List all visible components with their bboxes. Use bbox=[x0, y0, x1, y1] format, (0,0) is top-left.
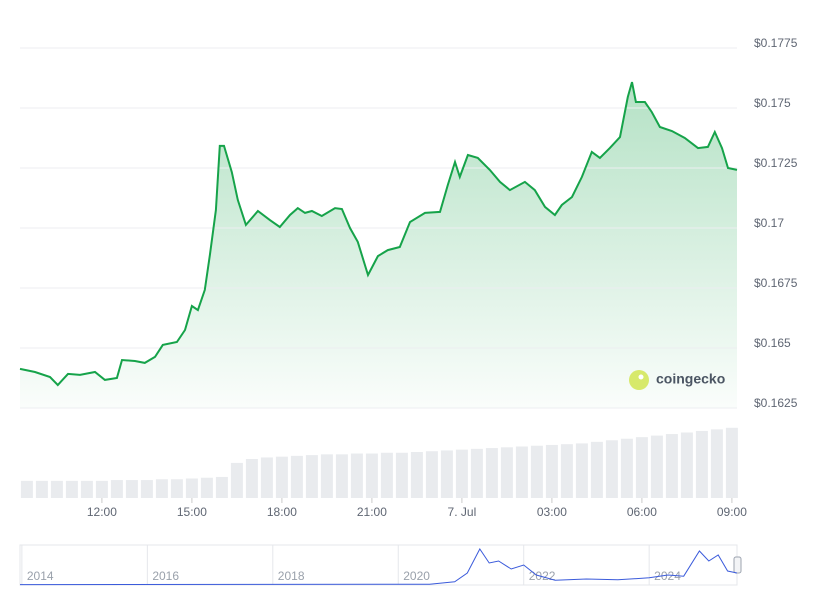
x-tick-label: 7. Jul bbox=[448, 505, 477, 519]
volume-bar bbox=[275, 456, 288, 498]
volume-bar bbox=[110, 480, 123, 498]
volume-bar bbox=[530, 445, 543, 498]
y-tick-label: $0.1775 bbox=[754, 36, 798, 50]
y-tick-label: $0.1625 bbox=[754, 396, 798, 410]
volume-bar bbox=[725, 427, 738, 498]
navigator-tick-label: 2014 bbox=[27, 569, 54, 583]
y-tick-label: $0.17 bbox=[754, 216, 784, 230]
volume-bar bbox=[575, 443, 588, 498]
x-tick-label: 15:00 bbox=[177, 505, 207, 519]
watermark: coingecko bbox=[629, 370, 725, 390]
x-tick-label: 06:00 bbox=[627, 505, 657, 519]
volume-bar bbox=[695, 430, 708, 498]
volume-bar bbox=[665, 434, 678, 498]
volume-bar bbox=[680, 432, 693, 498]
volume-bar bbox=[365, 453, 378, 498]
volume-bar bbox=[65, 480, 78, 498]
y-tick-label: $0.165 bbox=[754, 336, 791, 350]
price-area bbox=[20, 82, 737, 408]
volume-bar bbox=[35, 480, 48, 498]
navigator-line bbox=[19, 548, 738, 586]
x-tick-label: 18:00 bbox=[267, 505, 297, 519]
y-tick-label: $0.175 bbox=[754, 96, 791, 110]
volume-bar bbox=[335, 454, 348, 498]
volume-bar bbox=[545, 444, 558, 498]
volume-bar bbox=[320, 454, 333, 498]
navigator-tick-label: 2024 bbox=[654, 569, 681, 583]
volume-bar bbox=[215, 476, 228, 498]
volume-bar bbox=[710, 429, 723, 498]
volume-bar bbox=[395, 452, 408, 498]
volume-bar bbox=[500, 447, 513, 498]
y-tick-label: $0.1725 bbox=[754, 156, 798, 170]
volume-bar bbox=[185, 478, 198, 498]
volume-bar bbox=[95, 480, 108, 498]
volume-bar bbox=[440, 450, 453, 498]
logo-eye bbox=[638, 374, 644, 380]
volume-bar bbox=[635, 437, 648, 498]
volume-bar bbox=[470, 448, 483, 498]
volume-bar bbox=[590, 441, 603, 498]
x-tick-label: 12:00 bbox=[87, 505, 117, 519]
volume-bar bbox=[245, 459, 258, 498]
volume-bar bbox=[620, 438, 633, 498]
volume-bar bbox=[290, 455, 303, 498]
volume-bar bbox=[515, 446, 528, 498]
price-line bbox=[19, 81, 738, 387]
volume-bar bbox=[125, 480, 138, 498]
logo bbox=[629, 370, 649, 390]
volume-bar bbox=[380, 452, 393, 498]
volume-bar bbox=[455, 449, 468, 498]
volume-bar bbox=[305, 455, 318, 498]
volume-bar bbox=[80, 480, 93, 498]
volume-bar bbox=[170, 479, 183, 498]
volume-bar bbox=[560, 444, 573, 498]
volume-bar bbox=[350, 453, 363, 498]
navigator-tick-label: 2016 bbox=[152, 569, 179, 583]
volume-bar bbox=[140, 480, 153, 498]
watermark-text: coingecko bbox=[656, 371, 725, 387]
volume-bar bbox=[485, 448, 498, 498]
navigator-tick-label: 2018 bbox=[278, 569, 305, 583]
navigator-tick-label: 2020 bbox=[403, 569, 430, 583]
volume-bar bbox=[20, 480, 33, 498]
volume-bar bbox=[230, 462, 243, 498]
volume-bar bbox=[155, 479, 168, 498]
volume-bar bbox=[260, 457, 273, 498]
volume-bar bbox=[605, 440, 618, 498]
x-tick-label: 03:00 bbox=[537, 505, 567, 519]
volume-bar bbox=[650, 435, 663, 498]
volume-bar bbox=[410, 451, 423, 498]
volume-bar bbox=[425, 451, 438, 498]
x-tick-label: 21:00 bbox=[357, 505, 387, 519]
navigator-handle[interactable] bbox=[733, 556, 742, 574]
y-tick-label: $0.1675 bbox=[754, 276, 798, 290]
volume-bar bbox=[200, 477, 213, 498]
volume-bar bbox=[50, 480, 63, 498]
x-tick-label: 09:00 bbox=[717, 505, 747, 519]
